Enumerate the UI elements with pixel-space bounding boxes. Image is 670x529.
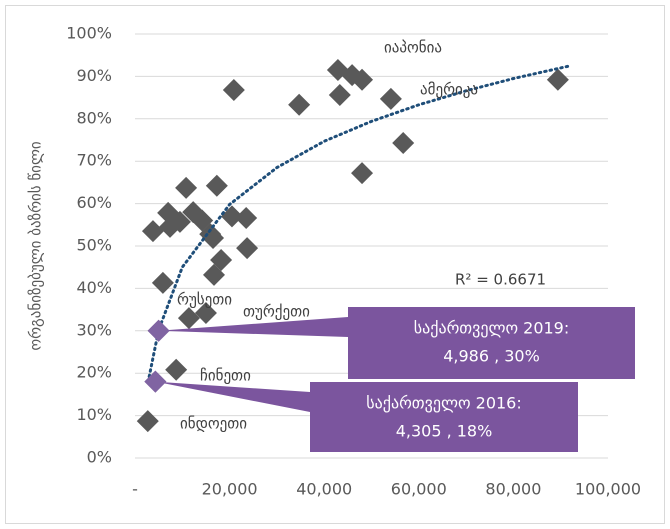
data-point <box>351 162 374 185</box>
data-point <box>222 78 245 101</box>
data-point <box>175 176 198 199</box>
data-point <box>236 237 259 260</box>
callout-text: საქართველო 2016: <box>366 394 522 413</box>
x-tick-label: 40,000 <box>296 480 352 499</box>
y-tick-label: 100% <box>66 24 112 43</box>
annotation: იაპონია <box>384 39 442 57</box>
y-tick-label: 50% <box>76 236 112 255</box>
annotation: ამერიკა <box>420 81 478 99</box>
data-point <box>141 220 164 243</box>
y-tick-label: 30% <box>76 320 112 339</box>
data-point <box>177 307 200 330</box>
y-tick-label: 90% <box>76 66 112 85</box>
data-point <box>288 93 311 116</box>
trendline <box>147 64 572 379</box>
callout-box <box>310 382 578 452</box>
data-point <box>220 205 243 228</box>
data-point <box>194 301 217 324</box>
y-tick-label: 0% <box>87 448 112 467</box>
y-tick-label: 20% <box>76 363 112 382</box>
data-point <box>328 84 351 107</box>
data-point <box>546 68 569 91</box>
annotation: თურქეთი <box>243 303 310 321</box>
x-tick-label: 60,000 <box>391 480 447 499</box>
data-point <box>351 68 374 91</box>
data-point <box>165 358 188 381</box>
callout-text: საქართველო 2019: <box>414 319 570 338</box>
annotation: ჩინეთი <box>200 367 251 385</box>
y-tick-label: 70% <box>76 151 112 170</box>
data-point <box>147 319 170 342</box>
data-point <box>136 410 159 433</box>
data-point <box>205 174 228 197</box>
data-point <box>202 226 225 249</box>
data-point <box>144 370 167 393</box>
x-tick-label: - <box>132 480 138 499</box>
data-point <box>168 210 191 233</box>
annotation: ინდოეთი <box>180 415 247 433</box>
annotation: რუსეთი <box>177 291 232 309</box>
y-axis-label: ორგანიზებული ბაზრის წილი <box>27 141 45 351</box>
callout-box <box>348 307 635 379</box>
x-tick-label: 100,000 <box>575 480 641 499</box>
callout-text: 4,305 , 18% <box>396 422 493 441</box>
data-point <box>151 271 174 294</box>
callout-pointer <box>155 381 310 412</box>
data-point <box>235 207 258 230</box>
x-tick-label: 80,000 <box>485 480 541 499</box>
data-point <box>202 263 225 286</box>
data-point <box>392 131 415 154</box>
y-tick-label: 60% <box>76 193 112 212</box>
callout-text: 4,986 , 30% <box>443 347 540 366</box>
callout-pointer <box>158 317 348 337</box>
y-tick-label: 10% <box>76 405 112 424</box>
trendline-label: R² = 0.6671 <box>455 271 546 289</box>
y-tick-label: 80% <box>76 108 112 127</box>
y-tick-label: 40% <box>76 278 112 297</box>
data-point <box>379 87 402 110</box>
x-tick-label: 20,000 <box>202 480 258 499</box>
